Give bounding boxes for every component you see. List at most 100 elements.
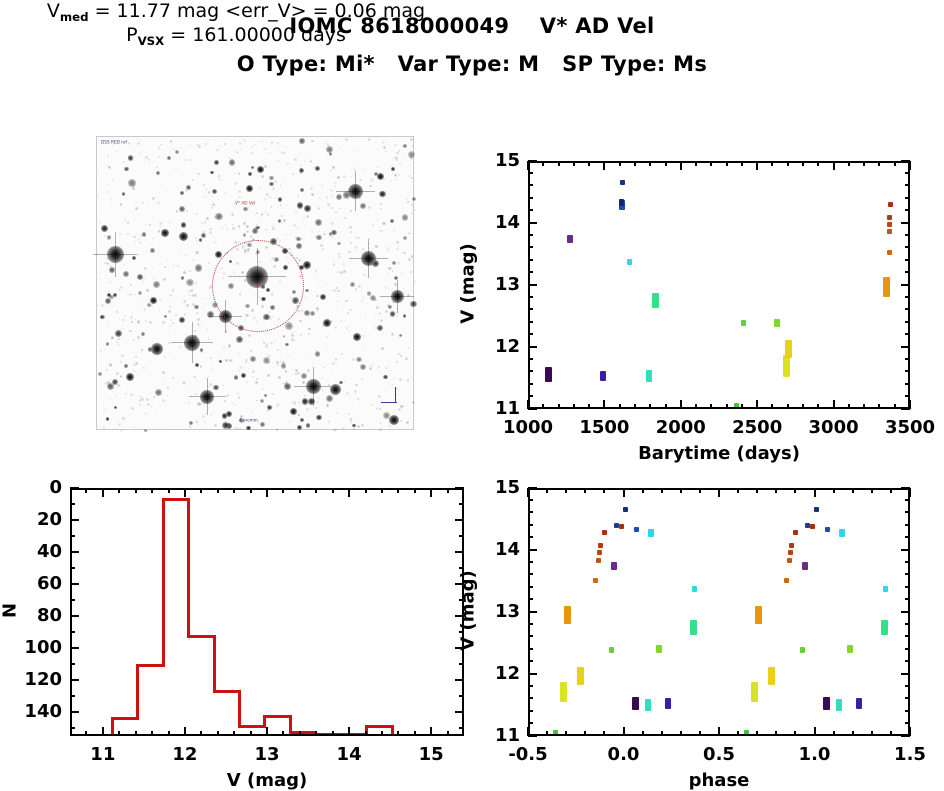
- data-point: [553, 729, 559, 734]
- data-point: [836, 698, 843, 711]
- data-point: [597, 549, 603, 555]
- histogram-bar-top: [365, 724, 394, 728]
- histogram-bar-top: [212, 689, 241, 693]
- period-value: = 161.00000 days: [164, 23, 346, 46]
- data-point: [886, 249, 892, 255]
- y-tick-label: 20: [36, 508, 62, 530]
- data-point: [563, 606, 571, 625]
- phaseplot-yaxis-label: V (mag): [457, 569, 479, 651]
- field-star: [390, 290, 404, 304]
- histogram-bar-top: [288, 731, 318, 734]
- field-star: [303, 260, 311, 269]
- field-star: [323, 318, 331, 327]
- y-tick-label: 11: [494, 397, 520, 419]
- data-point: [888, 202, 894, 208]
- y-tick-label: 12: [494, 662, 520, 684]
- data-point: [559, 682, 567, 703]
- field-star: [329, 384, 341, 396]
- histogram-xaxis-label: V (mag): [226, 769, 308, 791]
- y-tick-label: 12: [494, 335, 520, 357]
- histogram-bar-top: [187, 635, 216, 639]
- field-star: [353, 332, 361, 341]
- histogram-bar-edge: [263, 715, 267, 728]
- y-tick-label: 11: [494, 724, 520, 746]
- histogram-bar-edge: [187, 497, 191, 639]
- data-point: [626, 258, 632, 265]
- histogram-yaxis-label: N: [0, 602, 21, 618]
- y-tick-label: 15: [494, 149, 520, 171]
- finder-annotation-topleft: DSS RED ref: [101, 139, 128, 145]
- finder-annotation-bottom: 4 arcmin: [239, 417, 258, 423]
- data-point: [805, 522, 811, 528]
- y-tick-label: 100: [24, 636, 62, 658]
- data-point: [619, 198, 625, 206]
- data-point: [655, 645, 662, 654]
- data-point: [883, 276, 891, 297]
- histogram-bar-edge: [390, 724, 394, 734]
- field-star: [126, 372, 134, 381]
- vmed-value: = 11.77 mag <err_V> = 0.06 mag: [88, 0, 426, 22]
- data-point: [814, 506, 819, 512]
- x-tick-label: 2500: [732, 416, 783, 438]
- data-point: [856, 697, 863, 709]
- x-tick-label: 1500: [579, 416, 630, 438]
- phaseplot-frame: [528, 487, 910, 736]
- histogram-frame: [70, 487, 464, 736]
- data-point: [846, 645, 853, 654]
- data-point: [886, 229, 892, 235]
- histogram-bar-edge: [136, 664, 140, 720]
- lightcurve-xaxis-label: Barytime (days): [638, 442, 800, 464]
- data-point: [634, 527, 640, 533]
- data-point: [619, 180, 625, 186]
- data-point: [744, 729, 750, 734]
- lightcurve-yaxis-label: V (mag): [457, 242, 479, 324]
- data-point: [733, 402, 739, 407]
- data-point: [789, 542, 795, 548]
- histogram-bar-top: [136, 664, 165, 668]
- data-point: [887, 222, 893, 228]
- data-point: [784, 339, 792, 358]
- field-star: [389, 414, 399, 425]
- data-point: [665, 697, 672, 709]
- data-point: [825, 527, 831, 533]
- field-star: [376, 173, 384, 181]
- data-point: [601, 530, 607, 536]
- histogram-bar-top: [263, 715, 292, 719]
- y-tick-label: 60: [36, 572, 62, 594]
- y-tick-label: 80: [36, 604, 62, 626]
- y-tick-label: 0: [49, 476, 62, 498]
- histogram-bar-edge: [212, 635, 216, 693]
- data-point: [741, 320, 747, 327]
- page-subtitle: O Type: Mi* Var Type: M SP Type: Ms: [236, 52, 708, 76]
- field-star: [347, 184, 363, 200]
- data-point: [773, 319, 780, 328]
- phaseplot-title: PVSX = 161.00000 days: [0, 24, 472, 48]
- vmed-label: V: [46, 0, 60, 22]
- y-tick-label: 13: [494, 600, 520, 622]
- histogram-bar-edge: [110, 716, 114, 734]
- data-point: [880, 619, 888, 635]
- data-point: [645, 698, 652, 711]
- data-point: [608, 647, 614, 654]
- field-star: [245, 185, 253, 193]
- period-label: P: [126, 23, 138, 46]
- data-point: [651, 293, 659, 309]
- data-point: [614, 522, 620, 528]
- field-star: [305, 379, 321, 395]
- y-tick-label: 120: [24, 668, 62, 690]
- field-star: [256, 166, 264, 174]
- field-star: [106, 246, 124, 264]
- phaseplot-plot-area: [530, 490, 908, 734]
- y-tick-label: 14: [494, 211, 520, 233]
- data-point: [768, 666, 776, 685]
- finder-annotation-center: V* AD Vel: [235, 200, 256, 206]
- data-point: [623, 506, 628, 512]
- data-point: [787, 557, 793, 563]
- vmed-subscript: med: [59, 9, 89, 24]
- field-star: [360, 251, 376, 267]
- data-point: [810, 524, 816, 530]
- data-point: [792, 530, 798, 536]
- histogram-bar-top: [237, 724, 267, 728]
- data-point: [822, 696, 830, 710]
